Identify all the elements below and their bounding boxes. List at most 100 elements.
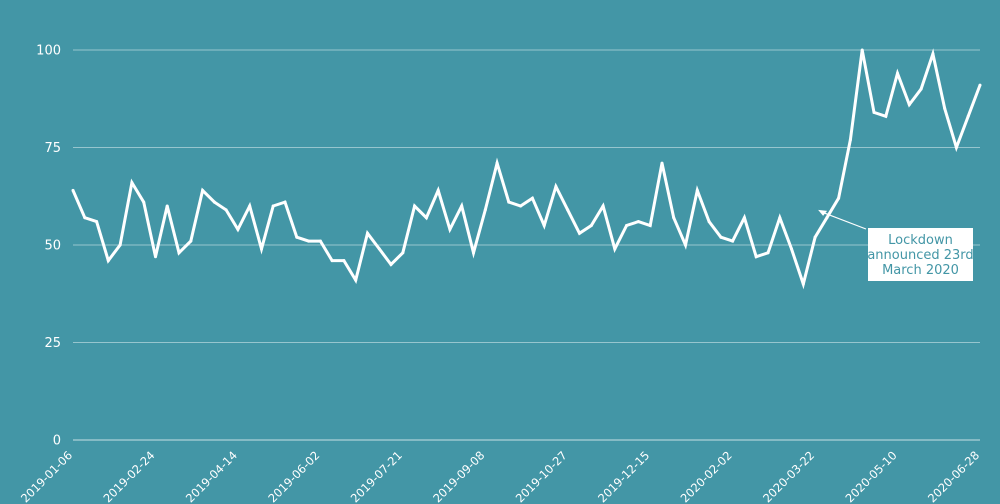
x-tick-label: 2019-12-15 [595, 448, 652, 504]
annotation-text-line: Lockdown [888, 233, 953, 248]
x-tick-label: 2020-05-10 [843, 448, 900, 504]
data-point [601, 204, 605, 208]
data-point [919, 87, 923, 91]
data-point [330, 259, 334, 263]
data-point [142, 200, 146, 204]
x-tick-label: 2019-02-24 [100, 448, 157, 504]
data-point [672, 216, 676, 220]
data-point [389, 263, 393, 266]
x-tick-label: 2020-02-02 [678, 448, 735, 504]
data-point [742, 216, 746, 220]
data-point [472, 251, 475, 255]
data-point [848, 138, 852, 142]
y-axis-ticks: 0 25 50 75 100 [36, 44, 61, 449]
data-point [342, 259, 346, 263]
data-point [731, 239, 735, 243]
data-point [83, 216, 87, 220]
data-point [860, 48, 864, 52]
data-point [530, 196, 534, 200]
data-point [542, 224, 546, 227]
data-point [154, 255, 157, 259]
annotation-text-line: March 2020 [882, 263, 959, 278]
annotation-box [868, 228, 973, 281]
data-point [177, 251, 181, 255]
data-point [766, 251, 770, 255]
data-point [707, 220, 711, 224]
data-point [978, 83, 982, 87]
x-tick-label: 2019-01-06 [18, 448, 75, 504]
data-point [695, 188, 699, 192]
data-point [95, 220, 99, 224]
data-point [778, 216, 782, 220]
data-point [519, 204, 523, 208]
x-axis-ticks: 2019-01-06 2019-02-24 2019-04-14 2019-06-02… [18, 448, 982, 504]
data-point [224, 208, 228, 212]
data-point [884, 114, 888, 118]
data-point [248, 204, 252, 208]
x-tick-label: 2020-03-22 [760, 448, 817, 504]
data-point [907, 103, 911, 107]
data-point [837, 196, 841, 200]
data-point [448, 227, 452, 231]
data-point [495, 161, 499, 165]
data-point [189, 239, 193, 243]
data-point [165, 204, 169, 208]
data-point [896, 71, 899, 75]
y-tick-label: 100 [36, 44, 61, 59]
data-point [613, 247, 617, 251]
data-point [424, 216, 428, 220]
data-point [366, 231, 369, 235]
data-point [377, 247, 381, 251]
data-point [413, 204, 417, 208]
gridlines [73, 49, 980, 441]
x-tick-label: 2020-06-28 [925, 448, 982, 504]
data-point [754, 255, 758, 259]
data-point [790, 247, 793, 251]
data-point [271, 204, 275, 208]
data-point [318, 239, 322, 243]
data-point [943, 107, 947, 110]
y-tick-label: 50 [44, 239, 61, 254]
data-point [283, 200, 287, 204]
data-point [566, 208, 570, 212]
x-tick-label: 2019-10-27 [513, 448, 570, 504]
data-point [825, 216, 829, 220]
data-point [872, 110, 876, 114]
data-point [354, 278, 358, 282]
data-point [966, 114, 970, 118]
series-line [71, 48, 982, 290]
data-point [684, 243, 687, 247]
data-point [954, 146, 958, 149]
annotation-text-line: announced 23rd [867, 248, 973, 263]
data-point [483, 208, 487, 212]
data-point [436, 188, 440, 192]
data-point [295, 235, 299, 239]
data-point [507, 200, 511, 204]
data-point [648, 224, 652, 227]
data-point [636, 220, 640, 224]
data-point [589, 224, 593, 227]
data-point [460, 204, 464, 208]
data-point [307, 239, 311, 243]
y-tick-label: 0 [53, 434, 61, 449]
data-point [106, 259, 110, 263]
data-point [130, 181, 134, 185]
data-point [118, 243, 122, 247]
data-point [236, 227, 240, 231]
data-point [625, 224, 629, 227]
x-tick-label: 2019-09-08 [430, 448, 487, 504]
x-tick-label: 2019-04-14 [183, 448, 240, 504]
data-point [719, 235, 723, 239]
data-point [401, 251, 405, 255]
data-point [931, 52, 935, 56]
data-point [260, 247, 263, 251]
data-point [801, 282, 805, 286]
data-point [71, 188, 75, 192]
data-point [212, 200, 216, 204]
x-tick-label: 2019-06-02 [265, 448, 322, 504]
data-point [201, 188, 205, 192]
annotation-arrowhead [818, 209, 828, 216]
data-point [578, 231, 581, 235]
